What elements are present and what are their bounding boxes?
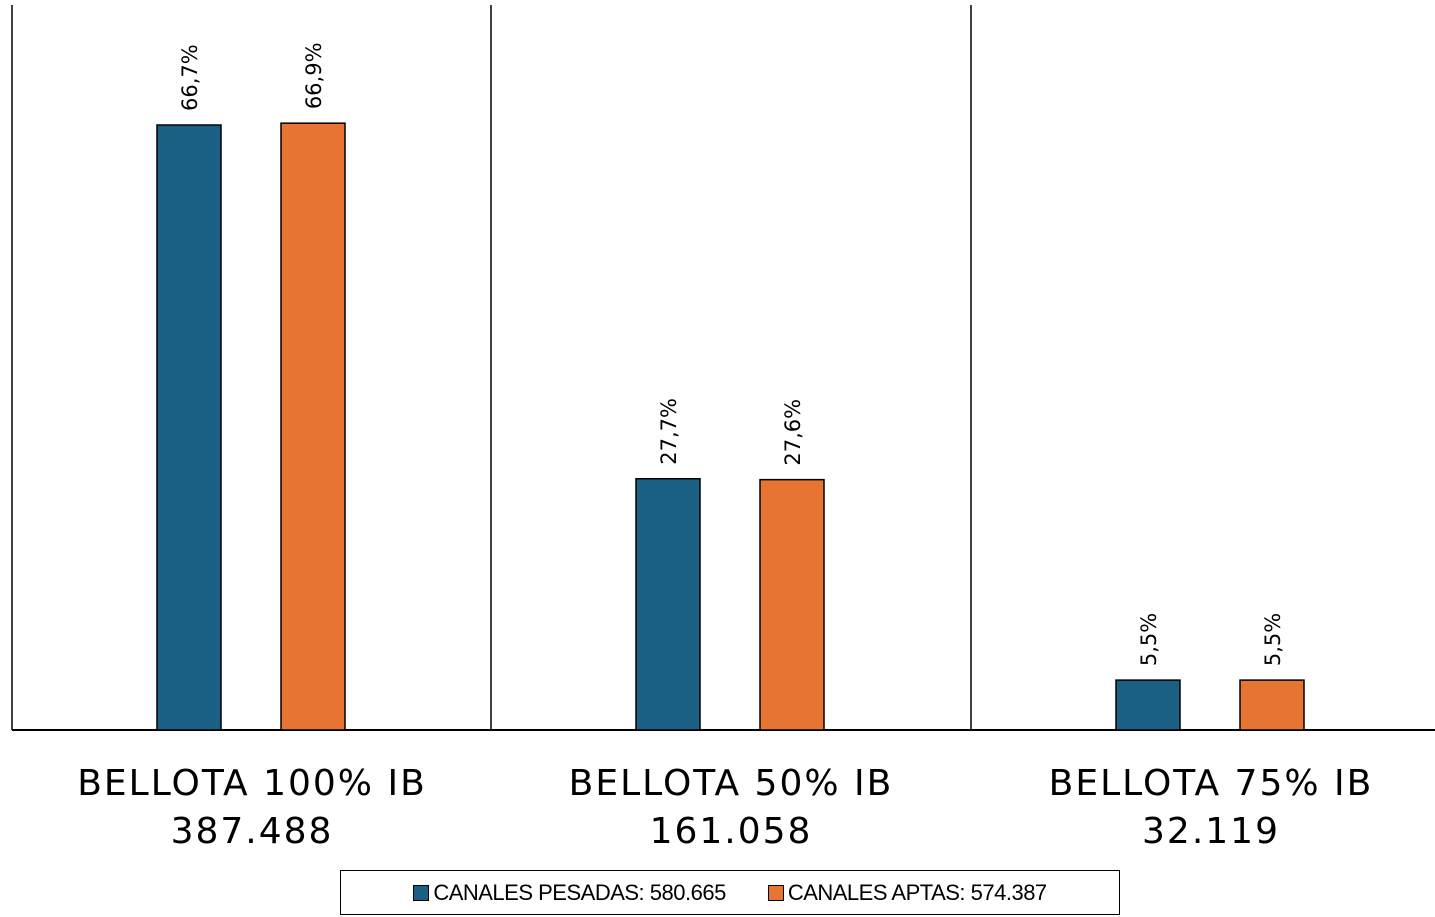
bar-pesadas-1: [635, 477, 701, 731]
legend-label-aptas: CANALES APTAS: 574.387: [787, 879, 1047, 905]
value-label-pesadas-0: 66,7%: [178, 44, 202, 111]
legend-item-pesadas: CANALES PESADAS: 580.665: [413, 880, 726, 906]
value-label-aptas-0: 66,9%: [302, 42, 326, 109]
value-label-pesadas-2: 5,5%: [1137, 613, 1161, 666]
value-label-aptas-2: 5,5%: [1261, 613, 1285, 666]
legend-label-pesadas: CANALES PESADAS: 580.665: [433, 879, 726, 905]
category-label-2: BELLOTA 75% IB: [1049, 763, 1374, 804]
legend: CANALES PESADAS: 580.665 CANALES APTAS: …: [340, 870, 1120, 915]
bar-pesadas-2: [1115, 679, 1181, 731]
legend-item-aptas: CANALES APTAS: 574.387: [767, 879, 1047, 906]
category-total-2: 32.119: [1142, 811, 1280, 852]
category-total-1: 161.058: [650, 811, 813, 852]
value-label-pesadas-1: 27,7%: [657, 398, 681, 465]
bar-pesadas-0: [156, 124, 222, 731]
bar-aptas-0: [280, 122, 346, 731]
value-label-aptas-1: 27,6%: [781, 399, 805, 466]
bar-aptas-2: [1239, 679, 1305, 731]
bar-chart: 66,7% 66,9% BELLOTA 100% IB 387.488 27,7% 27,…: [11, 5, 1435, 852]
legend-swatch-pesadas: [413, 884, 430, 901]
bar-aptas-1: [759, 478, 825, 731]
legend-swatch-aptas: [767, 884, 784, 901]
category-label-1: BELLOTA 50% IB: [569, 763, 894, 804]
category-total-0: 387.488: [171, 811, 334, 852]
category-label-0: BELLOTA 100% IB: [77, 763, 427, 804]
